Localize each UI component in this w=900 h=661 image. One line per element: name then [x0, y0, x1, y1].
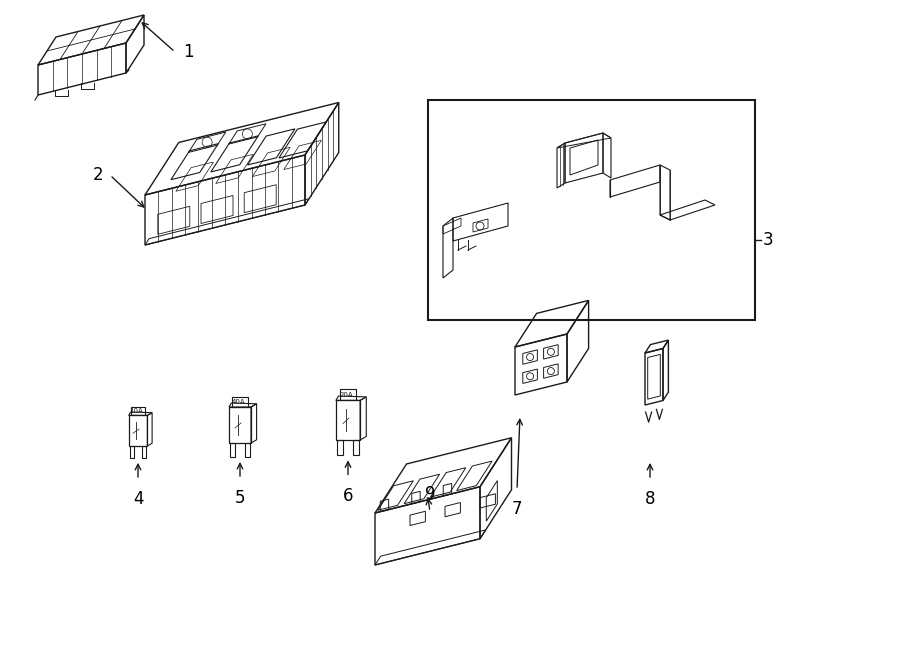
- Text: 2: 2: [93, 166, 103, 184]
- Text: 5: 5: [235, 489, 245, 507]
- Text: 9: 9: [425, 485, 436, 503]
- Text: 4: 4: [133, 490, 143, 508]
- Text: 20A: 20A: [339, 392, 353, 398]
- Text: 40A: 40A: [231, 399, 245, 405]
- Text: 7: 7: [512, 500, 522, 518]
- Text: 10A: 10A: [129, 408, 143, 414]
- Bar: [428, 100, 755, 320]
- Text: 3: 3: [763, 231, 774, 249]
- Text: 1: 1: [183, 43, 194, 61]
- Text: 8: 8: [644, 490, 655, 508]
- Text: 6: 6: [343, 487, 353, 506]
